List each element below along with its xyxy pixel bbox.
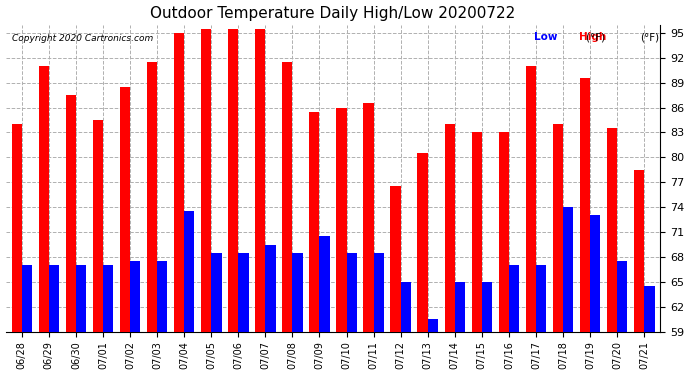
Bar	[12, 124, 22, 332]
Bar	[428, 319, 438, 332]
Bar	[238, 253, 248, 332]
Bar	[563, 207, 573, 332]
Bar	[364, 104, 373, 332]
Text: (°F): (°F)	[640, 32, 659, 42]
Bar	[184, 211, 195, 332]
Bar	[373, 253, 384, 332]
Bar	[499, 132, 509, 332]
Bar	[92, 120, 103, 332]
Bar	[22, 265, 32, 332]
Bar	[617, 261, 627, 332]
Bar	[266, 244, 275, 332]
Bar	[174, 33, 184, 332]
Text: High: High	[579, 32, 610, 42]
Bar	[526, 66, 536, 332]
Bar	[553, 124, 563, 332]
Bar	[607, 128, 617, 332]
Bar	[293, 253, 303, 332]
Bar	[255, 28, 266, 332]
Bar	[444, 124, 455, 332]
Text: (°F): (°F)	[586, 32, 609, 42]
Bar	[147, 62, 157, 332]
Bar	[103, 265, 113, 332]
Bar	[536, 265, 546, 332]
Text: Low: Low	[534, 32, 561, 42]
Bar	[336, 108, 346, 332]
Bar	[49, 265, 59, 332]
Bar	[130, 261, 140, 332]
Bar	[211, 253, 221, 332]
Bar	[201, 28, 211, 332]
Bar	[455, 282, 465, 332]
Bar	[39, 66, 49, 332]
Bar	[120, 87, 130, 332]
Bar	[634, 170, 644, 332]
Bar	[346, 253, 357, 332]
Bar	[401, 282, 411, 332]
Bar	[482, 282, 492, 332]
Bar	[76, 265, 86, 332]
Bar	[417, 153, 428, 332]
Bar	[590, 216, 600, 332]
Bar	[66, 95, 76, 332]
Bar	[391, 186, 401, 332]
Bar	[580, 78, 590, 332]
Bar	[309, 112, 319, 332]
Bar	[644, 286, 655, 332]
Bar	[228, 28, 238, 332]
Bar	[471, 132, 482, 332]
Bar	[509, 265, 519, 332]
Bar	[157, 261, 168, 332]
Title: Outdoor Temperature Daily High/Low 20200722: Outdoor Temperature Daily High/Low 20200…	[150, 6, 515, 21]
Bar	[319, 236, 330, 332]
Text: Copyright 2020 Cartronics.com: Copyright 2020 Cartronics.com	[12, 34, 153, 43]
Bar	[282, 62, 293, 332]
